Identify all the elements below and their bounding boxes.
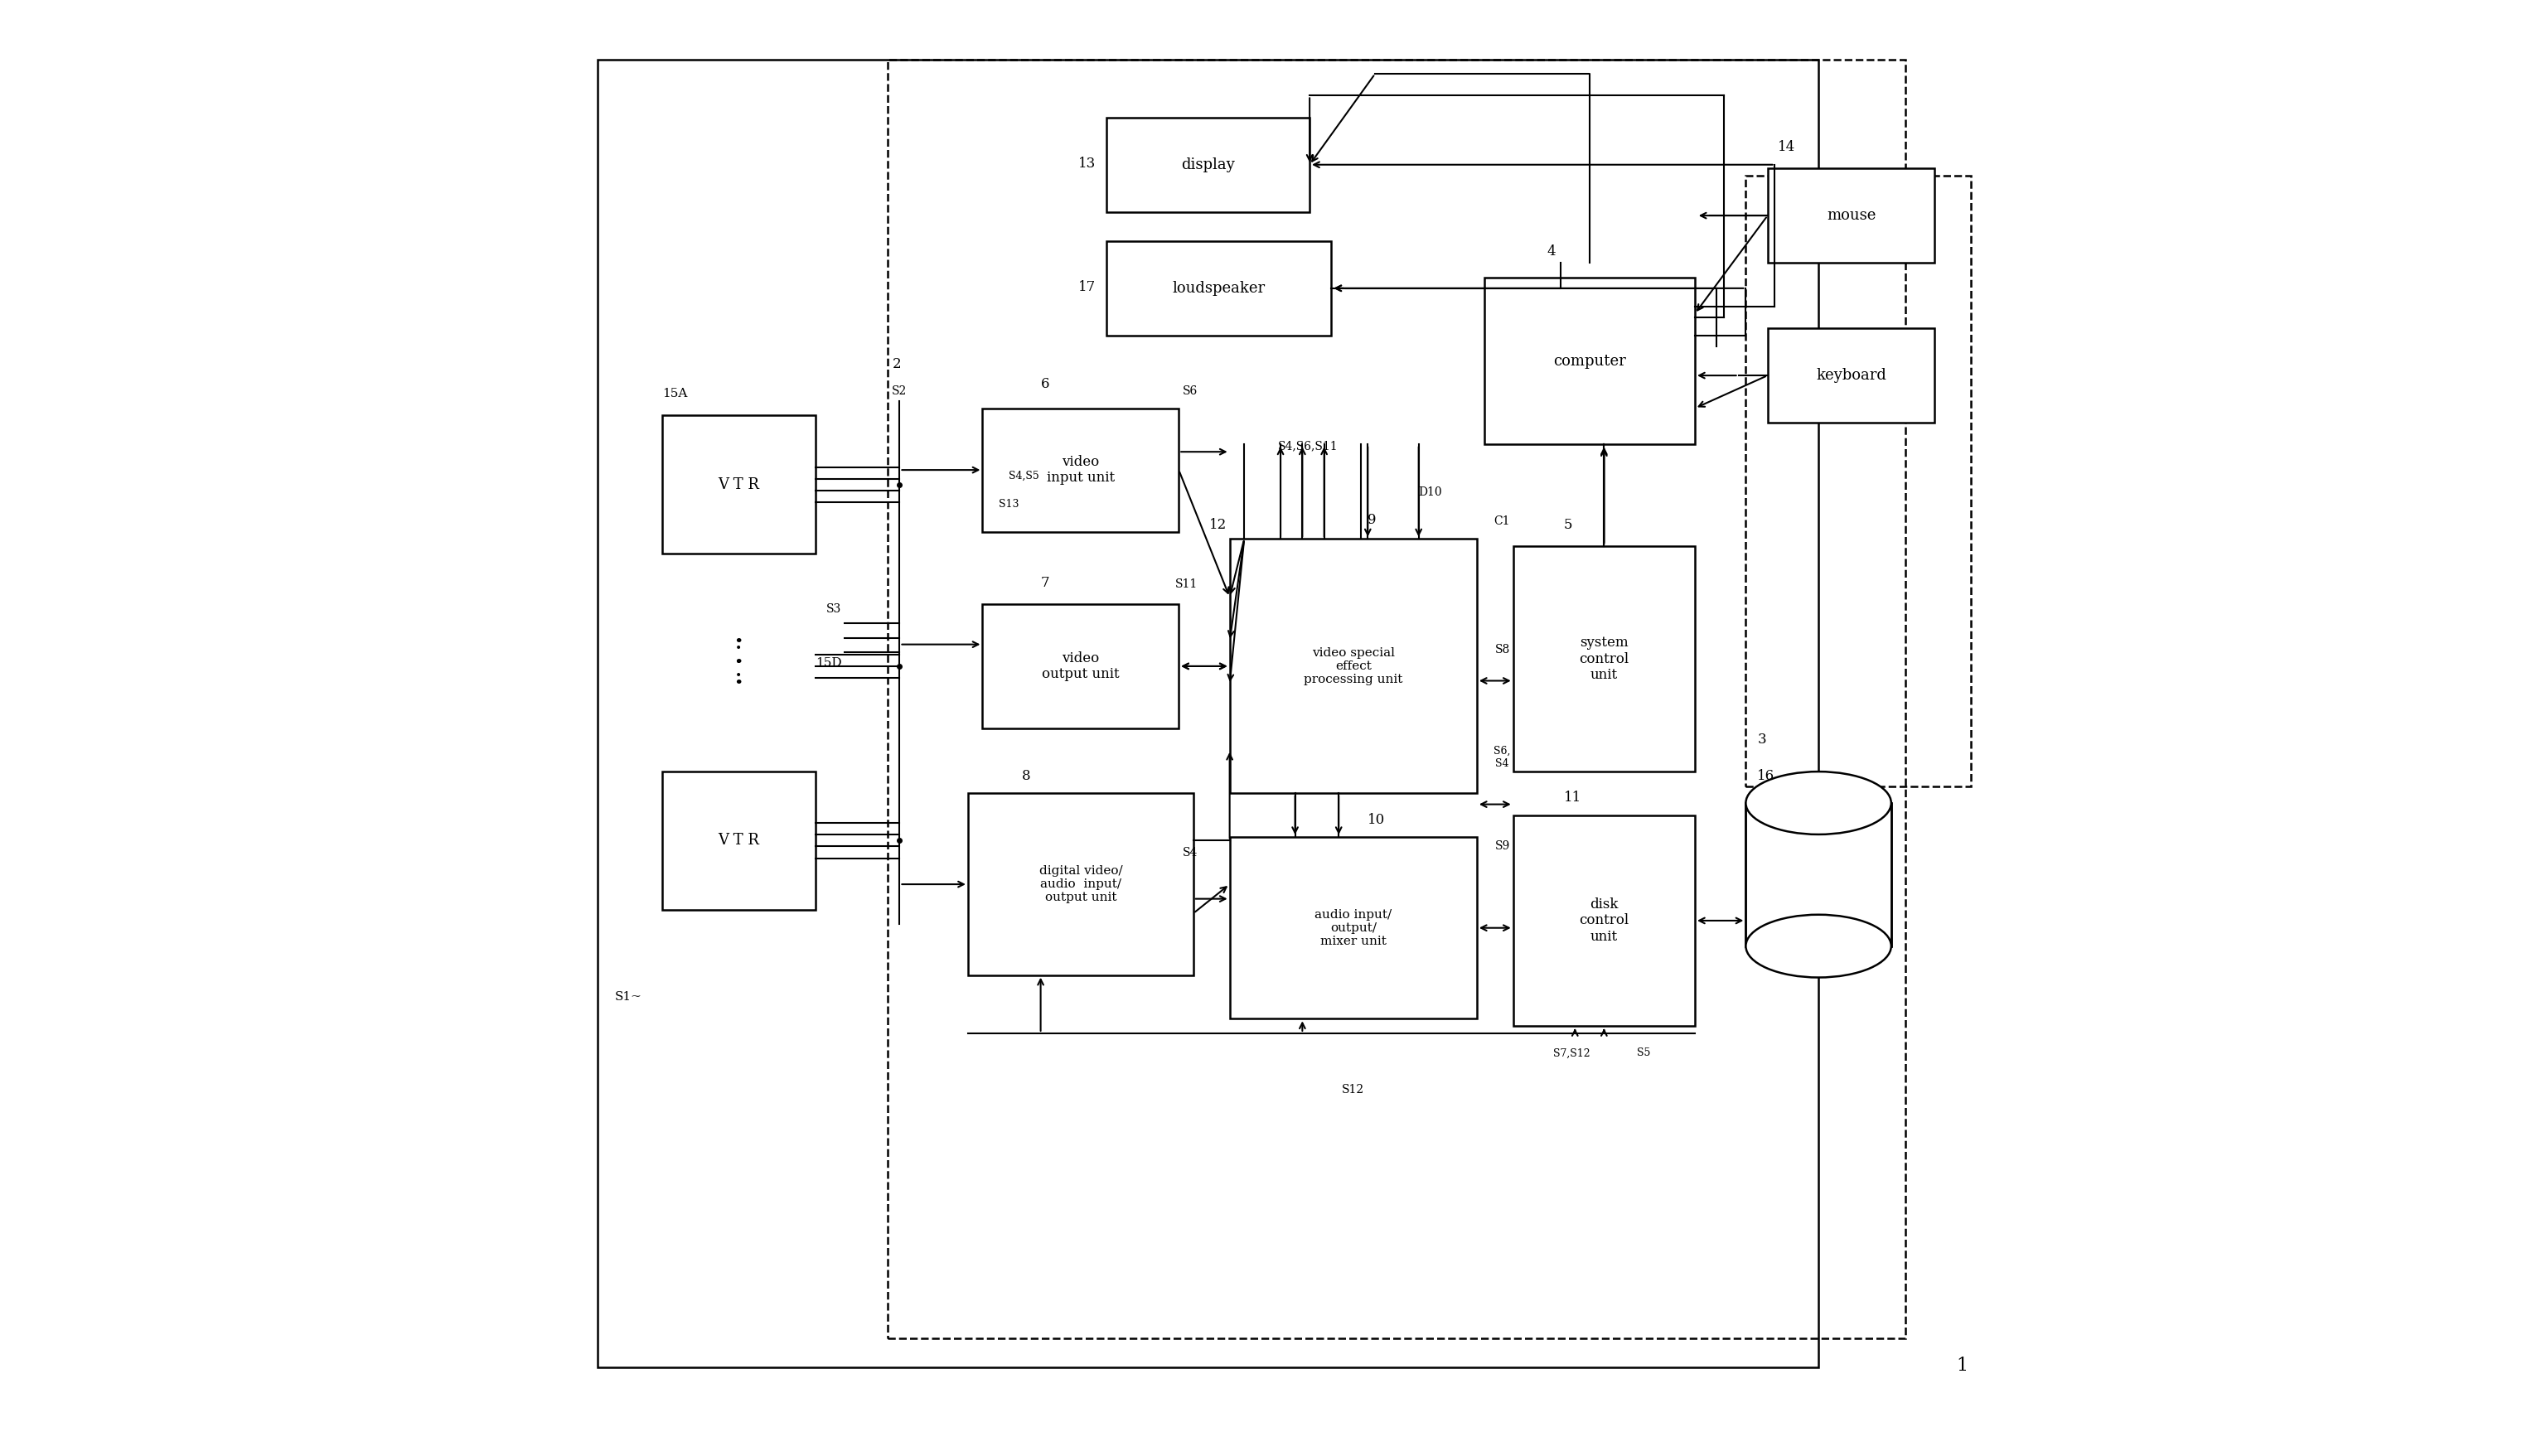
Bar: [982, 408, 1180, 531]
Ellipse shape: [1745, 914, 1891, 977]
Text: audio input/
output/
mixer unit: audio input/ output/ mixer unit: [1314, 909, 1393, 946]
Text: S5: S5: [1638, 1048, 1651, 1059]
Text: 6: 6: [1041, 377, 1048, 390]
Text: video special
effect
processing unit: video special effect processing unit: [1304, 646, 1403, 686]
Text: disk
control
unit: disk control unit: [1580, 897, 1628, 943]
Text: S13: S13: [998, 499, 1018, 510]
Text: S4,S6,S11: S4,S6,S11: [1279, 440, 1337, 451]
Text: S9: S9: [1494, 840, 1509, 852]
Text: video
input unit: video input unit: [1046, 454, 1114, 485]
Text: 15A: 15A: [663, 387, 689, 399]
Text: computer: computer: [1552, 354, 1626, 368]
Text: 17: 17: [1079, 281, 1096, 294]
Bar: [1745, 804, 1891, 946]
Text: 5: 5: [1565, 518, 1572, 531]
Bar: [663, 415, 815, 553]
Text: 4: 4: [1547, 245, 1555, 259]
Text: S3: S3: [825, 603, 841, 614]
Text: S1~: S1~: [615, 992, 643, 1003]
Bar: [1767, 328, 1934, 422]
Text: loudspeaker: loudspeaker: [1172, 281, 1266, 296]
Bar: [982, 604, 1180, 728]
Bar: [1231, 837, 1476, 1019]
Bar: [1745, 176, 1970, 786]
Text: S8: S8: [1494, 644, 1509, 655]
Text: D10: D10: [1418, 486, 1443, 498]
Bar: [889, 60, 1907, 1338]
Text: C1: C1: [1494, 515, 1509, 527]
Text: 12: 12: [1210, 518, 1225, 531]
Bar: [967, 794, 1193, 976]
Text: 2: 2: [891, 358, 901, 371]
Bar: [663, 772, 815, 910]
Text: S4: S4: [1182, 847, 1198, 859]
Text: 11: 11: [1565, 791, 1582, 805]
Text: S2: S2: [891, 384, 906, 396]
Text: S11: S11: [1175, 578, 1198, 590]
Bar: [1514, 815, 1694, 1026]
Text: •
•
•: • • •: [734, 644, 742, 681]
Text: 8: 8: [1023, 769, 1031, 783]
Text: V T R: V T R: [719, 833, 760, 847]
Text: V T R: V T R: [719, 478, 760, 492]
Text: system
control
unit: system control unit: [1580, 636, 1628, 683]
Bar: [1767, 169, 1934, 264]
Text: 3: 3: [1757, 732, 1767, 747]
Text: S4,S5: S4,S5: [1008, 470, 1038, 480]
Text: S6: S6: [1182, 384, 1198, 396]
Bar: [1514, 546, 1694, 772]
Bar: [1106, 242, 1332, 335]
Bar: [1231, 539, 1476, 794]
Text: video
output unit: video output unit: [1041, 651, 1119, 681]
Text: digital video/
audio  input/
output unit: digital video/ audio input/ output unit: [1038, 865, 1122, 904]
Ellipse shape: [1745, 772, 1891, 834]
Bar: [1484, 277, 1694, 444]
Text: keyboard: keyboard: [1815, 368, 1886, 383]
Text: •
•
•: • • •: [734, 635, 742, 690]
Bar: [598, 60, 1818, 1367]
Text: S7,S12: S7,S12: [1552, 1048, 1590, 1059]
Text: 16: 16: [1757, 769, 1775, 783]
Text: 7: 7: [1041, 575, 1048, 590]
Text: display: display: [1180, 157, 1236, 172]
Text: 10: 10: [1367, 812, 1385, 827]
Text: 13: 13: [1079, 157, 1096, 170]
Bar: [1106, 118, 1309, 213]
Text: S6,
S4: S6, S4: [1494, 745, 1509, 769]
Text: mouse: mouse: [1826, 208, 1876, 223]
Text: 9: 9: [1367, 514, 1377, 527]
Text: S12: S12: [1342, 1085, 1365, 1096]
Text: 15D: 15D: [815, 657, 841, 668]
Text: 14: 14: [1777, 140, 1795, 154]
Text: 1: 1: [1957, 1357, 1967, 1374]
